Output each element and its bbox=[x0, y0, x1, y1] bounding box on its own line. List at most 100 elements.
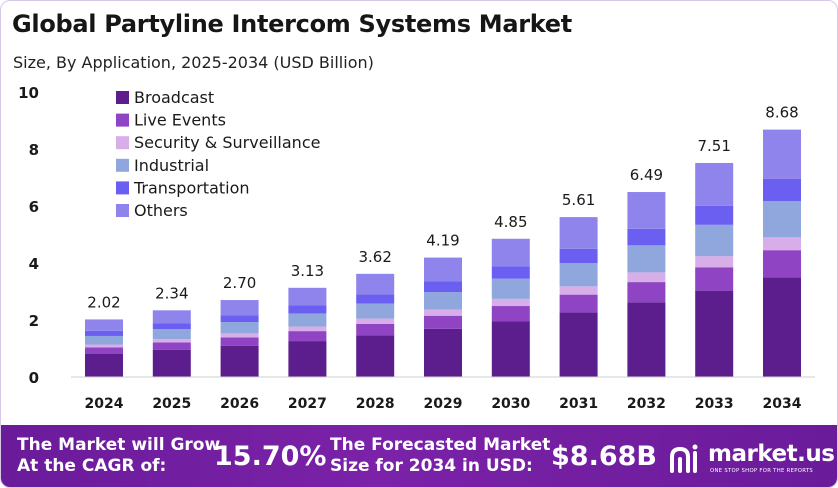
bar-segment-security-surveillance bbox=[491, 298, 530, 307]
cagr-text: The Market will Grow At the CAGR of: bbox=[17, 435, 220, 477]
legend-swatch bbox=[116, 158, 129, 172]
x-tick-label: 2032 bbox=[627, 396, 666, 412]
bar-total-label: 6.49 bbox=[630, 166, 663, 184]
forecast-text-line2: Size for 2034 in USD: bbox=[330, 456, 533, 476]
forecast-text: The Forecasted Market Size for 2034 in U… bbox=[330, 435, 550, 477]
bar-segment-live-events bbox=[763, 250, 801, 278]
bar-total-label: 4.19 bbox=[426, 232, 459, 250]
bar-segment-security-surveillance bbox=[288, 326, 327, 332]
y-tick-label: 0 bbox=[29, 369, 39, 387]
bar-segment-security-surveillance bbox=[152, 339, 191, 343]
bar-total-label: 2.70 bbox=[223, 274, 256, 292]
forecast-value: $8.68B bbox=[551, 441, 657, 472]
bar-segment-industrial bbox=[152, 329, 191, 340]
bar-segment-live-events bbox=[152, 342, 191, 350]
bar-segment-broadcast bbox=[763, 277, 801, 377]
bar-segment-broadcast bbox=[627, 302, 666, 377]
bar-segment-broadcast bbox=[85, 353, 123, 377]
market-us-logo-icon bbox=[670, 444, 698, 473]
bar-segment-industrial bbox=[763, 201, 801, 238]
legend-label: Security & Surveillance bbox=[134, 133, 320, 152]
bar-segment-broadcast bbox=[220, 345, 259, 377]
bar-segment-industrial bbox=[356, 303, 395, 319]
x-tick-label: 2033 bbox=[695, 396, 734, 412]
bar-segment-broadcast bbox=[559, 312, 598, 377]
bar-segment-industrial bbox=[627, 245, 666, 273]
bar-total-label: 7.51 bbox=[697, 137, 730, 155]
x-tick-label: 2028 bbox=[356, 396, 395, 412]
bar-segment-transportation bbox=[356, 294, 395, 304]
x-tick-label: 2029 bbox=[424, 396, 463, 412]
bar-segment-security-surveillance bbox=[85, 344, 123, 348]
bar-segment-live-events bbox=[559, 294, 598, 313]
bar-total-label: 4.85 bbox=[494, 213, 527, 231]
bar-segment-others bbox=[220, 300, 259, 316]
x-tick-label: 2034 bbox=[763, 396, 802, 412]
bar-segment-transportation bbox=[627, 228, 666, 246]
bar-segment-others bbox=[695, 162, 734, 206]
bar-segment-transportation bbox=[288, 305, 327, 314]
bar-total-label: 3.13 bbox=[291, 262, 324, 280]
bar-total-label: 2.02 bbox=[87, 293, 120, 311]
y-tick-label: 10 bbox=[18, 84, 39, 102]
bar-segment-industrial bbox=[559, 263, 598, 287]
cagr-text-line2: At the CAGR of: bbox=[17, 456, 167, 476]
bar-segment-security-surveillance bbox=[627, 272, 666, 283]
legend-swatch bbox=[116, 181, 129, 195]
bar-segment-security-surveillance bbox=[763, 237, 801, 251]
bar-segment-live-events bbox=[491, 306, 530, 322]
bar-total-label: 8.68 bbox=[765, 104, 798, 122]
bar-total-label: 3.62 bbox=[358, 248, 391, 266]
y-tick-label: 2 bbox=[29, 312, 39, 330]
bar-segment-transportation bbox=[152, 323, 191, 330]
legend-swatch bbox=[116, 113, 129, 127]
brand-tagline: ONE STOP SHOP FOR THE REPORTS bbox=[710, 468, 814, 474]
y-tick-label: 6 bbox=[29, 198, 39, 216]
bar-segment-others bbox=[491, 238, 530, 267]
bar-segment-transportation bbox=[695, 205, 734, 225]
bar-segment-security-surveillance bbox=[356, 318, 395, 324]
y-tick-label: 8 bbox=[29, 141, 39, 159]
bar-segment-transportation bbox=[85, 330, 123, 336]
bar-segment-industrial bbox=[85, 335, 123, 345]
bar-segment-industrial bbox=[220, 321, 259, 334]
footer-banner: The Market will Grow At the CAGR of: 15.… bbox=[1, 425, 837, 487]
y-tick-label: 4 bbox=[29, 255, 39, 273]
bar-segment-security-surveillance bbox=[695, 256, 734, 268]
bar-segment-transportation bbox=[559, 248, 598, 263]
bar-segment-industrial bbox=[491, 278, 530, 299]
bar-segment-live-events bbox=[695, 267, 734, 291]
bar-segment-others bbox=[627, 192, 666, 229]
legend-label: Others bbox=[134, 201, 188, 220]
x-tick-label: 2025 bbox=[152, 396, 191, 412]
market-us-logo[interactable]: market.us ONE STOP SHOP FOR THE REPORTS bbox=[668, 441, 835, 481]
bar-segment-others bbox=[85, 319, 123, 331]
chart-subtitle: Size, By Application, 2025-2034 (USD Bil… bbox=[13, 53, 374, 72]
forecast-text-line1: The Forecasted Market bbox=[330, 435, 551, 455]
bar-segment-broadcast bbox=[356, 335, 395, 377]
x-tick-label: 2030 bbox=[491, 396, 530, 412]
bar-segment-others bbox=[288, 287, 327, 306]
bar-segment-broadcast bbox=[288, 341, 327, 377]
stacked-bar-chart: 0 2 4 6 8 10 2.02 2024 2.34 2025 2.70 2026 3.13 2027 3… bbox=[18, 84, 815, 412]
bar-segment-others bbox=[152, 310, 191, 324]
bar-segment-industrial bbox=[695, 224, 734, 257]
bar-segment-live-events bbox=[424, 315, 462, 329]
bar-segment-others bbox=[763, 129, 801, 179]
bar-segment-security-surveillance bbox=[424, 309, 462, 316]
bar-total-label: 2.34 bbox=[155, 284, 188, 302]
chart-title: Global Partyline Intercom Systems Market bbox=[12, 10, 572, 38]
bar-segment-transportation bbox=[424, 281, 462, 293]
x-tick-label: 2031 bbox=[559, 396, 598, 412]
legend-swatch bbox=[116, 136, 129, 150]
bar-segment-live-events bbox=[85, 347, 123, 354]
bar-segment-industrial bbox=[288, 313, 327, 327]
bar-segment-others bbox=[559, 217, 598, 249]
cagr-text-line1: The Market will Grow bbox=[17, 435, 221, 455]
bar-segment-industrial bbox=[424, 292, 462, 310]
bar-segment-others bbox=[424, 257, 462, 282]
bar-segment-live-events bbox=[220, 337, 259, 346]
cagr-value: 15.70% bbox=[214, 441, 327, 472]
brand-name: market.us bbox=[708, 441, 835, 467]
